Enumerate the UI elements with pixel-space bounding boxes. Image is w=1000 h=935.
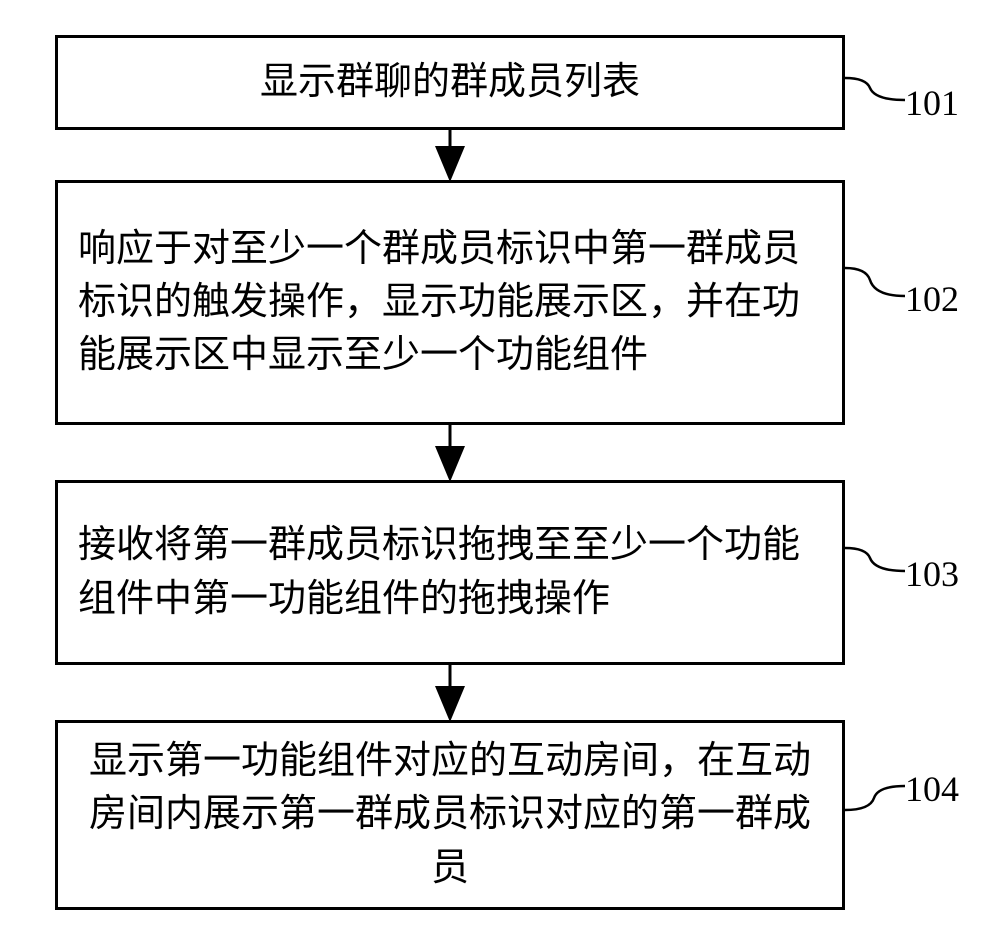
flowchart-node-step2: 响应于对至少一个群成员标识中第一群成员标识的触发操作，显示功能展示区，并在功能展… — [55, 180, 845, 425]
label-connector — [845, 548, 905, 571]
flowchart-canvas: 显示群聊的群成员列表 101 响应于对至少一个群成员标识中第一群成员标识的触发操… — [0, 0, 1000, 935]
node-label-103: 103 — [905, 553, 959, 595]
node-text: 显示第一功能组件对应的互动房间，在互动房间内展示第一群成员标识对应的第一群成员 — [78, 735, 822, 895]
label-connector — [845, 78, 905, 100]
flowchart-node-step4: 显示第一功能组件对应的互动房间，在互动房间内展示第一群成员标识对应的第一群成员 — [55, 720, 845, 910]
node-text: 显示群聊的群成员列表 — [260, 56, 640, 109]
node-label-104: 104 — [905, 768, 959, 810]
node-label-102: 102 — [905, 278, 959, 320]
flowchart-node-step3: 接收将第一群成员标识拖拽至至少一个功能组件中第一功能组件的拖拽操作 — [55, 480, 845, 665]
label-connector — [845, 786, 905, 810]
flowchart-node-step1: 显示群聊的群成员列表 — [55, 35, 845, 130]
node-label-101: 101 — [905, 82, 959, 124]
node-text: 响应于对至少一个群成员标识中第一群成员标识的触发操作，显示功能展示区，并在功能展… — [78, 223, 822, 383]
label-connector — [845, 268, 905, 296]
node-text: 接收将第一群成员标识拖拽至至少一个功能组件中第一功能组件的拖拽操作 — [78, 519, 822, 625]
